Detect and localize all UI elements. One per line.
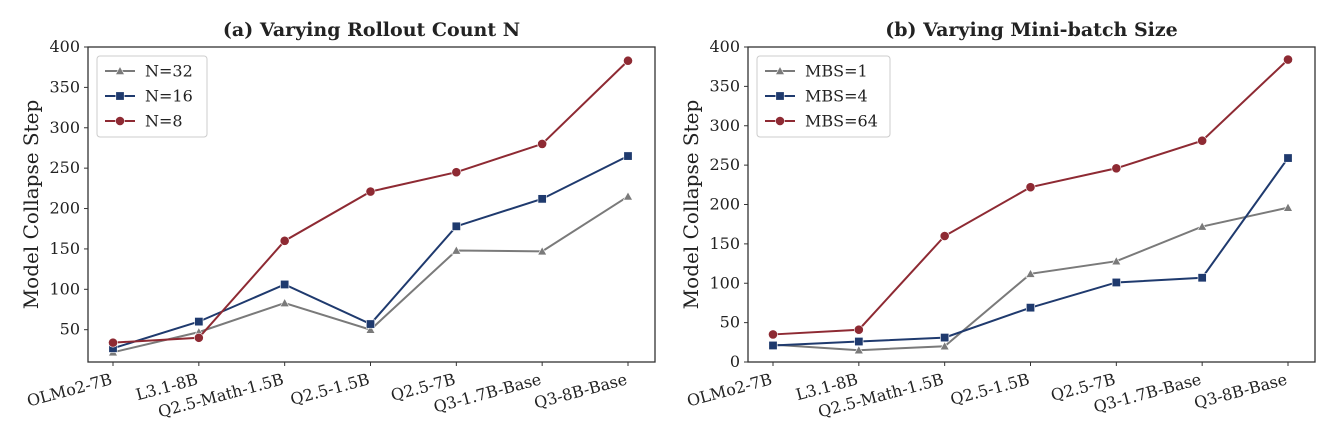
series-mbs-64 [768, 54, 1293, 340]
data-point [1283, 54, 1293, 65]
data-point [279, 235, 290, 246]
y-tick-label: 300 [709, 116, 740, 135]
y-tick-label: 250 [49, 158, 80, 177]
data-point [194, 317, 204, 327]
data-point [451, 245, 462, 255]
data-point [537, 139, 548, 149]
data-point [280, 279, 290, 289]
legend-label: N=32 [145, 62, 193, 81]
series-n-8 [108, 55, 633, 348]
legend-marker [775, 91, 785, 101]
legend-marker [115, 116, 125, 126]
legend-label: MBS=64 [805, 112, 878, 131]
data-point [193, 332, 204, 343]
y-tick-label: 300 [49, 118, 80, 137]
x-tick-label: Q3-8B-Base [1192, 370, 1289, 413]
series-n-16 [108, 151, 633, 353]
x-tick-label: Q3-8B-Base [532, 370, 629, 413]
y-tick-label: 0 [730, 352, 740, 371]
chart-title: (b) Varying Mini-batch Size [885, 19, 1178, 41]
data-point [1197, 221, 1208, 231]
data-point [853, 324, 864, 335]
data-point [1282, 202, 1294, 212]
data-point [365, 319, 375, 329]
chart-panel-b: (b) Varying Mini-batch Size Model Collaps… [679, 19, 1316, 421]
data-point [451, 221, 461, 231]
data-point [768, 340, 778, 350]
series-n-32 [107, 191, 634, 357]
plot-frame [87, 46, 656, 363]
legend-label: MBS=1 [805, 62, 868, 81]
data-point [1283, 153, 1293, 163]
data-point [1025, 268, 1036, 278]
legend-box [96, 55, 208, 138]
data-point [1026, 303, 1036, 313]
data-point [1025, 182, 1036, 193]
y-tick-label: 150 [709, 234, 740, 253]
series-mbs-4 [768, 153, 1293, 350]
y-tick-label: 50 [720, 313, 740, 332]
data-point [1111, 256, 1122, 266]
data-point [623, 55, 633, 66]
data-point [768, 329, 778, 340]
data-point [537, 246, 548, 256]
legend-label: MBS=4 [805, 87, 868, 106]
y-tick-label: 50 [60, 320, 80, 339]
series-line [112, 155, 629, 350]
x-tick-label: Q2.5-1.5B [288, 370, 371, 409]
data-point [108, 337, 118, 348]
data-point [537, 194, 547, 204]
legend: MBS=1 MBS=4 MBS=64 [756, 55, 891, 138]
y-tick-label: 200 [709, 195, 740, 214]
x-tick-label: OLMo2-7B [25, 370, 114, 411]
y-tick-label: 100 [709, 273, 740, 292]
data-point [1197, 273, 1207, 283]
x-tick-label: OLMo2-7B [685, 370, 774, 411]
data-point [623, 151, 633, 161]
series-line [772, 206, 1289, 352]
legend-marker [114, 65, 126, 75]
y-tick-label: 100 [49, 279, 80, 298]
data-point [279, 297, 290, 307]
x-tick-label: Q2.5-1.5B [948, 370, 1031, 409]
data-point [1197, 135, 1208, 146]
data-point [365, 186, 376, 197]
chart-panel-a: (a) Varying Rollout Count N Model Collaps… [19, 19, 656, 421]
y-axis-label: Model Collapse Step [19, 100, 43, 310]
data-point [854, 337, 864, 347]
legend-label: N=8 [145, 112, 183, 131]
legend: N=32 N=16 N=8 [96, 55, 208, 138]
legend-box [756, 55, 891, 138]
data-point [853, 345, 864, 355]
legend-marker [115, 91, 125, 101]
y-tick-label: 350 [709, 76, 740, 95]
y-tick-label: 400 [709, 37, 740, 56]
legend-marker [775, 116, 785, 126]
y-tick-label: 400 [49, 37, 80, 56]
data-point [1111, 163, 1122, 174]
data-point [939, 341, 950, 351]
legend-marker [774, 65, 786, 75]
data-point [1111, 277, 1121, 287]
y-axis-label: Model Collapse Step [679, 100, 703, 310]
y-tick-label: 150 [49, 239, 80, 258]
data-point [939, 231, 950, 241]
y-tick-label: 350 [49, 77, 80, 96]
data-point [622, 191, 634, 201]
y-tick-label: 250 [709, 155, 740, 174]
legend-label: N=16 [145, 87, 193, 106]
y-tick-label: 200 [49, 199, 80, 218]
data-point [451, 167, 462, 178]
chart-title: (a) Varying Rollout Count N [223, 19, 520, 41]
data-point [365, 324, 376, 334]
data-point [940, 333, 950, 343]
